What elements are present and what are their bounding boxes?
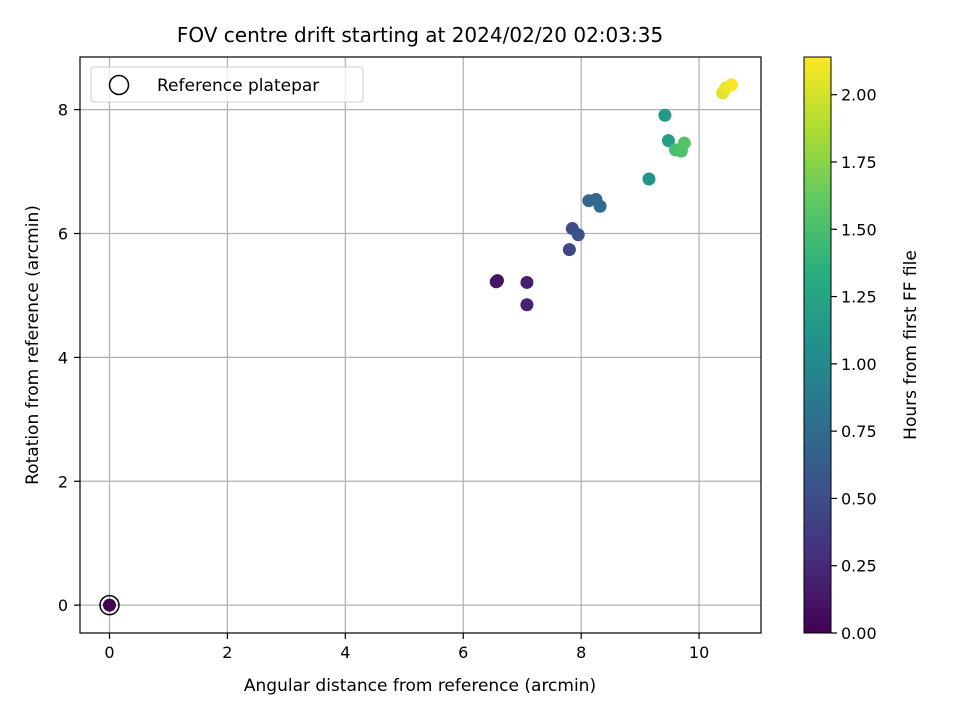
y-axis-label: Rotation from reference (arcmin) xyxy=(23,205,43,485)
plot-frame xyxy=(79,56,762,634)
data-point xyxy=(661,134,675,148)
data-point xyxy=(520,298,534,312)
data-point xyxy=(520,275,534,289)
data-points xyxy=(99,78,739,616)
colorbar-tick-label: 0.00 xyxy=(841,624,877,643)
x-tick-label: 2 xyxy=(222,643,232,662)
colorbar-tick-label: 1.50 xyxy=(841,220,877,239)
legend-marker-reference xyxy=(108,74,130,96)
data-point xyxy=(562,243,576,257)
legend-label-reference: Reference platepar xyxy=(157,76,319,96)
data-point xyxy=(593,199,607,213)
data-point xyxy=(725,78,739,92)
x-axis-ticks: 0 2 4 6 8 10 xyxy=(104,633,709,662)
colorbar-tick-label: 0.75 xyxy=(841,422,877,441)
grid xyxy=(80,57,761,633)
data-point xyxy=(658,108,672,122)
data-point xyxy=(102,598,116,612)
colorbar-tick-label: 2.00 xyxy=(841,86,877,105)
data-point xyxy=(642,172,656,186)
legend-box xyxy=(90,66,364,103)
colorbar-tick-label: 1.75 xyxy=(841,153,877,172)
data-point xyxy=(677,136,691,150)
x-tick-label: 10 xyxy=(689,643,709,662)
data-point xyxy=(571,228,585,242)
colorbar-tick-label: 1.25 xyxy=(841,288,877,307)
data-point xyxy=(490,274,504,288)
x-axis-label: Angular distance from reference (arcmin) xyxy=(244,676,596,696)
y-tick-label: 6 xyxy=(58,225,68,244)
y-tick-label: 0 xyxy=(58,596,68,615)
colorbar-gradient xyxy=(803,56,832,634)
colorbar-label: Hours from first FF file xyxy=(901,250,921,440)
x-tick-label: 4 xyxy=(340,643,350,662)
colorbar: 0.00 0.25 0.50 0.75 1.00 1.25 1.50 1.75 2.00 Hou… xyxy=(803,56,921,643)
colorbar-ticks: 0.00 0.25 0.50 0.75 1.00 1.25 1.50 1.75 2.00 xyxy=(831,86,877,643)
y-tick-label: 8 xyxy=(58,101,68,120)
x-tick-label: 6 xyxy=(458,643,468,662)
y-axis-ticks: 0 2 4 6 8 xyxy=(58,101,80,615)
colorbar-tick-label: 0.50 xyxy=(841,489,877,508)
x-tick-label: 0 xyxy=(104,643,114,662)
colorbar-tick-label: 0.25 xyxy=(841,557,877,576)
colorbar-tick-label: 1.00 xyxy=(841,355,877,374)
legend: Reference platepar xyxy=(90,66,364,103)
y-tick-label: 4 xyxy=(58,348,68,367)
y-tick-label: 2 xyxy=(58,472,68,491)
chart-title: FOV centre drift starting at 2024/02/20 … xyxy=(177,23,663,47)
x-tick-label: 8 xyxy=(576,643,586,662)
reference-platepar-marker xyxy=(99,594,120,616)
